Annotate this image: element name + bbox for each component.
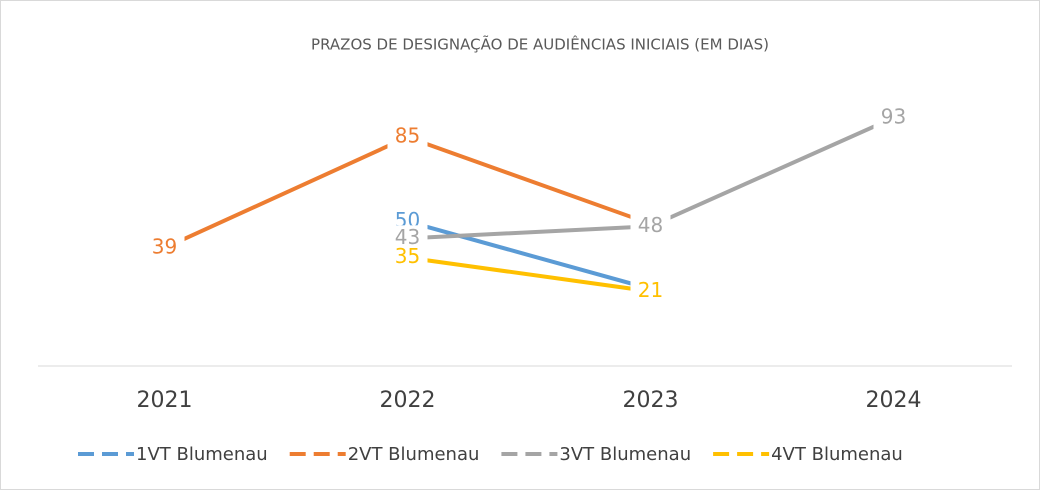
data-label: 35 — [395, 244, 420, 268]
data-label-bg — [630, 213, 671, 240]
series-line — [406, 219, 652, 291]
data-label: 39 — [152, 234, 177, 258]
legend-label: 1VT Blumenau — [136, 444, 268, 465]
series-line — [407, 255, 651, 294]
chart-title: PRAZOS DE DESIGNAÇÃO DE AUDIÊNCIAS INICI… — [311, 35, 769, 54]
data-label-group: 39 — [144, 234, 185, 261]
data-label: 48 — [638, 213, 663, 237]
data-label: 85 — [395, 124, 420, 148]
data-label-bg — [387, 244, 428, 271]
data-label-group: 35 — [387, 244, 428, 271]
data-label-bg — [387, 124, 428, 151]
data-label-group: 85 — [387, 124, 428, 151]
data-label-group: 93 — [873, 104, 914, 131]
legend-label: 2VT Blumenau — [348, 444, 480, 465]
data-label: 21 — [638, 278, 663, 302]
x-tick-label: 2024 — [866, 388, 922, 413]
data-label-group: 48 — [630, 213, 671, 240]
data-label: 93 — [881, 104, 906, 128]
legend-label: 3VT Blumenau — [559, 444, 691, 465]
data-label-group: 21 — [630, 278, 671, 305]
x-tick-label: 2021 — [137, 388, 193, 413]
data-label-bg — [873, 104, 914, 131]
x-tick-label: 2023 — [623, 388, 679, 413]
data-label-bg — [630, 278, 671, 305]
x-tick-label: 2022 — [380, 388, 436, 413]
data-label-bg — [144, 234, 185, 261]
legend-label: 4VT Blumenau — [771, 444, 903, 465]
